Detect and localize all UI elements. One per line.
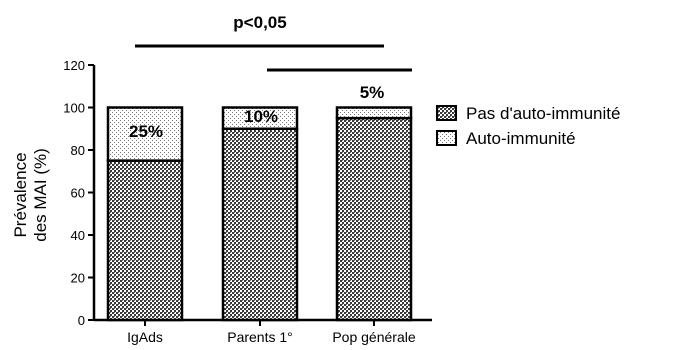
- x-tick-label: Pop générale: [332, 329, 416, 345]
- x-tick-label: IgAds: [127, 329, 163, 345]
- legend-swatch: [436, 130, 457, 146]
- y-tick-label: 20: [71, 271, 85, 286]
- bar-pas-auto-immunite: [221, 127, 299, 322]
- percent-data-label: 5%: [360, 83, 385, 102]
- y-tick-label: 100: [63, 101, 85, 116]
- significance-label: p<0,05: [233, 13, 286, 32]
- significance-annotations: p<0,05: [135, 13, 412, 72]
- y-axis-title-line: des MAI (%): [31, 148, 50, 242]
- y-axis-title-line: Prévalence: [11, 152, 30, 237]
- legend-swatch: [436, 105, 457, 121]
- y-tick-label: 60: [71, 186, 85, 201]
- bar-auto-immunite: [221, 106, 299, 130]
- percent-data-label: 10%: [244, 107, 278, 126]
- y-tick-label: 80: [71, 143, 85, 158]
- y-tick-label: 0: [78, 313, 85, 328]
- legend: Pas d'auto-immunité Auto-immunité: [436, 104, 620, 148]
- bars: [106, 106, 413, 322]
- legend-label: Auto-immunité: [466, 129, 576, 148]
- bar-pas-auto-immunite: [335, 116, 413, 322]
- y-tick-label: 40: [71, 228, 85, 243]
- y-axis-title: Prévalencedes MAI (%): [11, 148, 50, 242]
- bar-auto-immunite: [106, 106, 184, 162]
- legend-label: Pas d'auto-immunité: [466, 104, 620, 123]
- y-tick-label: 120: [63, 58, 85, 73]
- bar-auto-immunite: [335, 106, 413, 120]
- bar-labels: 25% 10% 5%: [129, 83, 384, 141]
- percent-data-label: 25%: [129, 122, 163, 141]
- bar-pas-auto-immunite: [106, 159, 184, 322]
- x-tick-label: Parents 1°: [227, 329, 293, 345]
